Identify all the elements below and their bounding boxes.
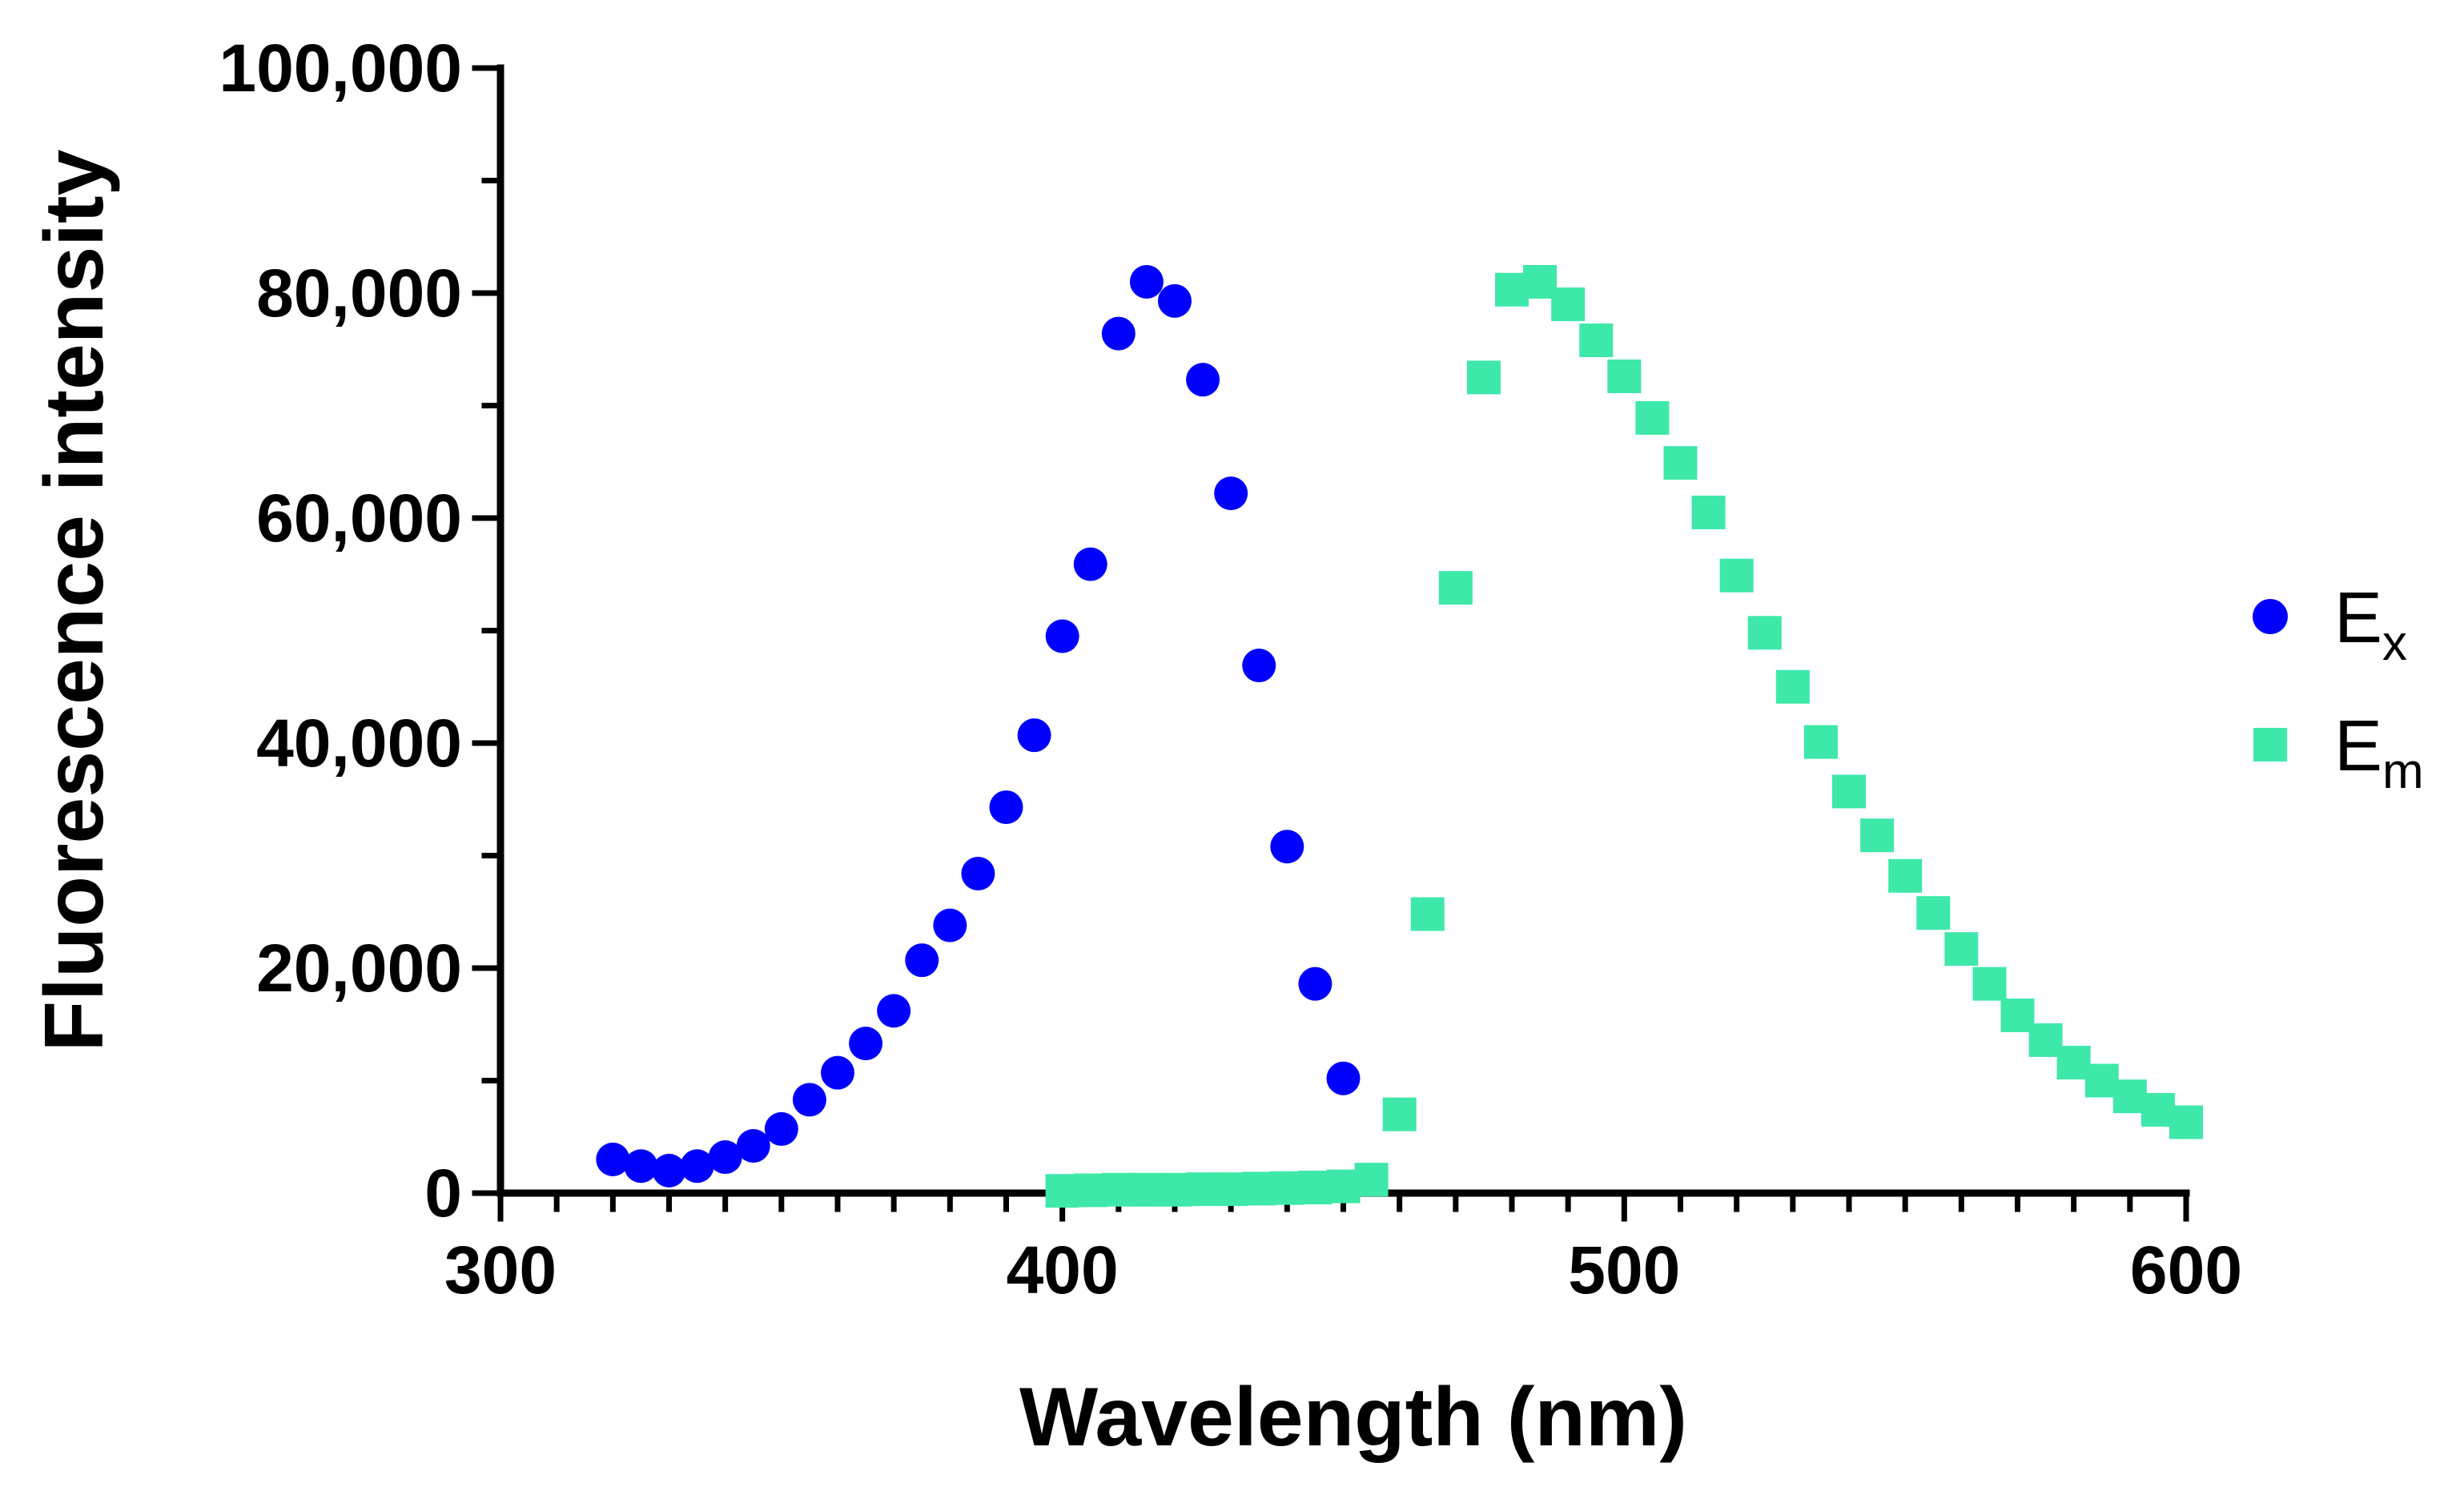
series-em xyxy=(1045,264,2203,1208)
data-point-em xyxy=(1916,896,1951,930)
data-point-em xyxy=(1663,446,1698,480)
data-point-em xyxy=(1438,571,1473,605)
x-tick-label: 600 xyxy=(2130,1232,2242,1308)
tick-labels: 300 400 500 600 0 20,000 40,000 60,000 80,000 100… xyxy=(219,30,2242,1308)
data-point-ex xyxy=(1298,967,1332,1001)
data-point-em xyxy=(1635,400,1670,435)
data-point-em xyxy=(1073,1173,1107,1208)
legend-item-ex: Ex xyxy=(2253,578,2407,671)
data-marks xyxy=(596,264,2203,1208)
data-point-em xyxy=(2112,1079,2147,1114)
data-point-ex xyxy=(905,943,939,978)
data-point-em xyxy=(1719,558,1754,593)
y-tick-label: 100,000 xyxy=(219,30,462,106)
data-point-em xyxy=(2084,1063,2119,1098)
legend: Ex Em xyxy=(2253,578,2424,799)
data-point-em xyxy=(1579,324,1614,358)
data-point-em xyxy=(1466,360,1501,395)
data-point-em xyxy=(2000,999,2035,1033)
y-tick-label: 60,000 xyxy=(256,480,462,556)
data-point-em xyxy=(1158,1172,1192,1207)
data-point-ex xyxy=(708,1140,742,1175)
x-tick-label: 500 xyxy=(1568,1232,1680,1308)
data-point-em xyxy=(1551,287,1586,322)
data-point-em xyxy=(1242,1172,1276,1206)
series-ex xyxy=(596,264,1361,1188)
data-point-ex xyxy=(596,1142,630,1176)
data-point-ex xyxy=(1214,476,1248,511)
data-point-ex xyxy=(1270,830,1304,864)
data-point-em xyxy=(1382,1097,1417,1131)
data-point-em xyxy=(1410,897,1445,931)
y-tick-label: 80,000 xyxy=(256,255,462,331)
data-point-ex xyxy=(1129,264,1164,299)
data-point-em xyxy=(1495,272,1529,307)
data-point-em xyxy=(1354,1163,1389,1197)
data-point-em xyxy=(2140,1093,2175,1127)
data-point-ex xyxy=(849,1027,883,1061)
data-point-ex xyxy=(1017,718,1051,753)
data-point-em xyxy=(1691,495,1726,529)
data-point-ex xyxy=(624,1149,658,1184)
data-point-em xyxy=(1775,669,1810,704)
x-axis-title: Wavelength (nm) xyxy=(1019,1371,1687,1464)
data-point-ex xyxy=(1242,649,1276,683)
axes xyxy=(472,64,2190,1222)
legend-marker-ex xyxy=(2253,599,2288,634)
data-point-ex xyxy=(821,1055,854,1090)
y-tick-label: 0 xyxy=(424,1155,462,1231)
y-tick-label: 40,000 xyxy=(256,705,462,781)
data-point-em xyxy=(1944,932,1979,967)
x-tick-label: 300 xyxy=(444,1232,557,1308)
legend-item-em: Em xyxy=(2253,706,2424,799)
data-point-ex xyxy=(792,1083,826,1117)
y-axis-title: Fluorescence intensity xyxy=(28,149,121,1051)
data-point-em xyxy=(1045,1174,1079,1208)
data-point-ex xyxy=(680,1149,714,1184)
data-point-em xyxy=(1326,1169,1361,1204)
y-tick-label: 20,000 xyxy=(256,930,462,1006)
data-point-em xyxy=(2056,1046,2091,1080)
data-point-em xyxy=(1129,1172,1164,1207)
data-point-ex xyxy=(1158,283,1192,318)
data-point-ex xyxy=(933,908,967,942)
data-point-em xyxy=(2169,1105,2203,1139)
data-point-em xyxy=(1607,359,1642,393)
data-point-ex xyxy=(1326,1061,1361,1095)
data-point-em xyxy=(2028,1023,2063,1057)
data-point-em xyxy=(1860,818,1895,853)
legend-label-ex: Ex xyxy=(2334,578,2407,671)
data-point-ex xyxy=(1101,316,1136,351)
data-point-ex xyxy=(1073,547,1107,581)
data-point-em xyxy=(1888,858,1923,893)
data-point-em xyxy=(1747,616,1782,650)
data-point-em xyxy=(1803,725,1838,759)
data-point-em xyxy=(1270,1171,1304,1205)
x-tick-label: 400 xyxy=(1007,1232,1119,1308)
data-point-ex xyxy=(1045,619,1079,653)
data-point-em xyxy=(1972,967,2007,1001)
data-point-em xyxy=(1298,1170,1332,1204)
data-point-ex xyxy=(989,790,1023,825)
data-point-ex xyxy=(736,1128,770,1163)
data-point-ex xyxy=(652,1153,686,1188)
data-point-ex xyxy=(764,1111,798,1146)
data-point-em xyxy=(1523,264,1558,299)
data-point-ex xyxy=(877,994,911,1028)
legend-label-em: Em xyxy=(2334,706,2424,799)
legend-marker-em xyxy=(2253,728,2287,762)
data-point-em xyxy=(1214,1172,1248,1207)
data-point-em xyxy=(1186,1172,1220,1207)
data-point-ex xyxy=(1186,363,1220,397)
data-point-ex xyxy=(961,856,995,890)
data-point-em xyxy=(1832,774,1866,809)
data-point-em xyxy=(1101,1172,1136,1207)
